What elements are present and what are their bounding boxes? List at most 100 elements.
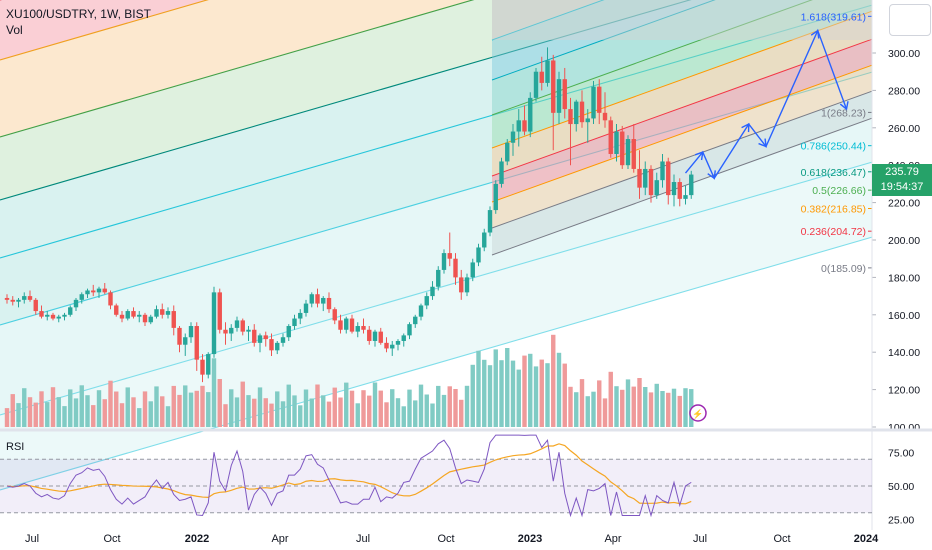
price-tick-label: 120.00: [888, 385, 920, 397]
candle-body: [148, 316, 153, 323]
volume-bar: [183, 385, 188, 427]
time-axis-label: Oct: [437, 533, 454, 545]
regression-band: [0, 0, 872, 258]
volume-bar: [499, 360, 504, 427]
candle-body: [637, 168, 642, 188]
volume-bar: [292, 395, 297, 427]
volume-bar: [223, 404, 228, 427]
candle-body: [22, 296, 27, 300]
candle-body: [10, 299, 15, 302]
lightning-icon: ⚡: [692, 408, 703, 420]
candle-body: [229, 327, 234, 334]
candle-body: [338, 320, 343, 330]
volume-bar: [602, 398, 608, 427]
fib-level-label: 1.618(319.61): [801, 11, 866, 23]
candle-body: [533, 71, 539, 98]
candle-body: [631, 139, 636, 169]
fib-level-label: 0.618(236.47): [801, 167, 866, 179]
candle-body: [263, 335, 268, 340]
volume-bar: [73, 398, 79, 427]
volume-bar: [79, 385, 84, 427]
candle-body: [240, 320, 245, 332]
time-axis-label: Oct: [773, 533, 790, 545]
candle-body: [303, 303, 309, 313]
candle-body: [183, 337, 188, 345]
volume-bar: [459, 399, 464, 427]
time-axis-label: 2024: [854, 533, 879, 545]
volume-bar: [625, 379, 631, 427]
chart-settings-button[interactable]: [889, 4, 931, 36]
volume-bar: [424, 394, 429, 427]
volume-label[interactable]: Vol: [6, 23, 23, 37]
candle-body: [516, 120, 521, 132]
volume-bar: [516, 369, 521, 427]
candle-body: [309, 294, 314, 304]
volume-bar: [441, 394, 447, 427]
candle-body: [608, 120, 613, 154]
volume-bar: [33, 402, 38, 427]
candle-body: [91, 290, 96, 293]
volume-bar: [177, 394, 182, 427]
rsi-label[interactable]: RSI: [6, 441, 25, 453]
time-axis-label: Apr: [604, 533, 621, 545]
regression-band: [0, 5, 872, 326]
bar-countdown: 19:54:37: [880, 181, 924, 193]
candle-body: [165, 311, 171, 315]
candle-body: [453, 258, 458, 278]
candle-body: [436, 269, 441, 287]
candle-body: [447, 253, 452, 259]
candle-body: [614, 131, 619, 154]
candle-body: [568, 109, 573, 125]
price-tick-label: 180.00: [888, 272, 920, 284]
fib-level-label: 0.236(204.72): [801, 226, 866, 238]
fib-channel-line: [491, 90, 873, 229]
volume-bar: [660, 391, 665, 427]
volume-bar: [56, 397, 61, 427]
candle-body: [194, 326, 199, 360]
candle-body: [33, 299, 38, 312]
regression-line: [0, 4, 873, 259]
candle-body: [137, 314, 142, 317]
volume-bar: [229, 389, 234, 427]
rsi-ma-line: [6, 443, 692, 505]
volume-bar: [453, 389, 458, 427]
volume-bar: [160, 396, 165, 427]
volume-bar: [108, 380, 113, 427]
rsi-tick-label: 75.00: [888, 448, 914, 460]
volume-bar: [45, 402, 50, 427]
symbol-title[interactable]: XU100/USDTRY, 1W, BIST: [6, 7, 151, 21]
candle-body: [505, 142, 510, 162]
candle-body: [62, 314, 67, 317]
candle-body: [275, 342, 280, 351]
candle-body: [671, 182, 677, 196]
volume-bar: [62, 406, 67, 427]
regression-line: [0, 0, 692, 201]
rsi-tick-label: 25.00: [888, 515, 914, 527]
volume-bar: [211, 358, 217, 427]
candle-body: [114, 305, 119, 315]
volume-bar: [395, 398, 401, 427]
volume-bar: [102, 399, 107, 427]
rsi-tick-label: 50.00: [888, 481, 914, 493]
volume-bar: [326, 401, 332, 427]
volume-bar: [142, 391, 148, 427]
time-axis-label: 2023: [518, 533, 542, 545]
volume-bar: [654, 383, 659, 427]
last-price-tag: 235.79 19:54:37: [872, 164, 932, 196]
volume-bar: [252, 398, 257, 427]
candle-body: [79, 294, 84, 300]
volume-bar: [96, 390, 102, 427]
volume-bar: [206, 392, 211, 427]
volume-bar: [269, 403, 274, 427]
candle-body: [355, 326, 360, 332]
fib-level-label: 0(185.09): [821, 263, 866, 275]
candle-body: [482, 232, 487, 248]
time-axis-label: Oct: [103, 533, 120, 545]
candle-body: [349, 318, 355, 332]
candle-body: [142, 314, 148, 323]
time-axis-label: Jul: [25, 533, 39, 545]
candle-body: [372, 331, 378, 341]
candle-body: [298, 312, 303, 319]
candle-body: [188, 326, 194, 338]
